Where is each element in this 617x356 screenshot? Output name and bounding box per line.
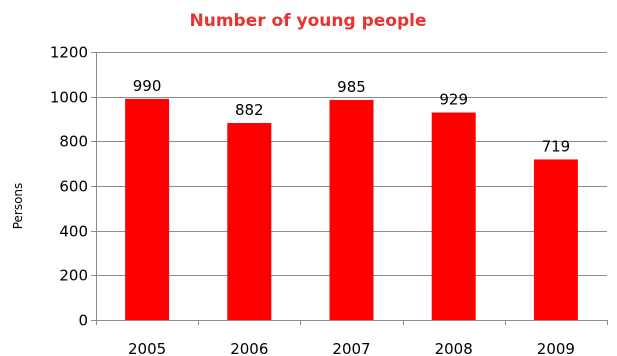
x-tick-label: 2006	[230, 340, 268, 356]
axes	[91, 52, 608, 325]
y-tick-label: 400	[59, 223, 88, 241]
bar	[125, 98, 170, 321]
data-label: 985	[337, 78, 366, 96]
y-tick-label: 1000	[50, 89, 88, 107]
y-tick-label: 800	[59, 133, 88, 151]
bar	[329, 100, 374, 321]
x-tick-label: 2007	[332, 340, 370, 356]
x-tick-label: 2009	[537, 340, 575, 356]
y-tick-label: 600	[59, 178, 88, 196]
data-label: 719	[542, 137, 571, 155]
y-tick-label: 200	[59, 267, 88, 285]
chart-title: Number of young people	[190, 11, 427, 31]
y-tick-label: 0	[78, 312, 88, 330]
x-tick-label: 2005	[128, 340, 166, 356]
bar	[533, 159, 578, 320]
bars	[125, 98, 578, 321]
data-label: 882	[235, 101, 264, 119]
bar	[431, 112, 476, 320]
labels: 0 200 400 600 800 1000 1200 990 2005 882 2006 985 20…	[50, 44, 575, 356]
x-tick-label: 2008	[435, 340, 473, 356]
data-label: 929	[439, 91, 468, 109]
y-axis-title: Persons	[11, 183, 25, 230]
bar	[227, 123, 272, 321]
data-label: 990	[133, 77, 162, 95]
y-tick-label: 1200	[50, 44, 88, 62]
